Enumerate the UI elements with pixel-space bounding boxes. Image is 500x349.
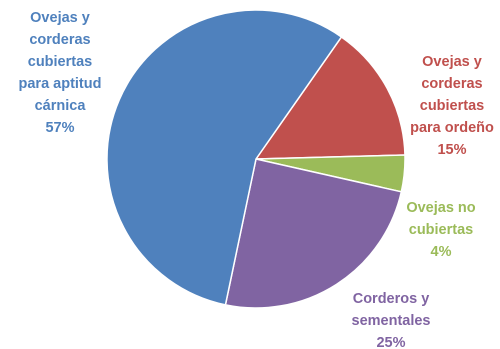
slice-label-line: para ordeño — [410, 120, 494, 136]
pie-slices — [106, 9, 406, 309]
slice-label-line: cubiertas — [420, 98, 484, 114]
slice-label-line: corderas — [421, 76, 482, 92]
pie-labels: Ovejas y corderas cubiertas para ordeño 15%O… — [19, 10, 495, 349]
pie-slice-ovejas-y-corderas-cubiertas-para-aptitud-carnica — [106, 9, 343, 306]
slice-percent-label: 57% — [45, 120, 74, 136]
slice-label-line: para aptitud — [19, 76, 102, 92]
slice-label-ovejas-no-cubiertas: Ovejas no cubiertas 4% — [406, 200, 475, 260]
slice-label-corderos-y-sementales: Corderos y sementales 25% — [352, 291, 431, 349]
pie-slice-corderos-y-sementales — [224, 158, 403, 309]
slice-percent-label: 25% — [376, 335, 405, 349]
slice-percent-label: 15% — [437, 142, 466, 158]
slice-label-line: Ovejas y — [30, 10, 90, 26]
slice-label-line: cubiertas — [28, 54, 92, 70]
slice-label-line: sementales — [352, 313, 431, 329]
slice-label-ovejas-y-corderas-cubiertas-para-aptitud-carnica: Ovejas y corderas cubiertas para aptitud cár… — [19, 10, 102, 136]
slice-label-line: Ovejas no — [406, 200, 475, 216]
slice-label-line: Corderos y — [353, 291, 430, 307]
slice-label-ovejas-y-corderas-cubiertas-para-ordeno: Ovejas y corderas cubiertas para ordeño 15% — [410, 54, 494, 158]
slice-percent-label: 4% — [431, 244, 452, 260]
pie-slice-ovejas-y-corderas-cubiertas-para-ordeno — [254, 35, 406, 160]
slice-label-line: cárnica — [35, 98, 87, 114]
slice-label-line: cubiertas — [409, 222, 473, 238]
slice-label-line: Ovejas y — [422, 54, 482, 70]
slice-label-line: corderas — [29, 32, 90, 48]
